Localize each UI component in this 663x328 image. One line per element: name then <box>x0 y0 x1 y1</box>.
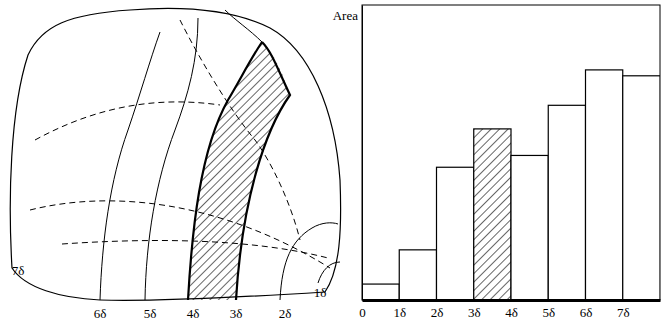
y-axis <box>362 6 363 301</box>
diagram-line <box>10 8 340 300</box>
x-tick-label: 2δ <box>431 305 444 320</box>
diagram-line <box>188 42 262 300</box>
histogram-bar <box>474 129 511 300</box>
histogram-bar <box>511 155 548 300</box>
x-tick-label: 0 <box>359 305 366 320</box>
x-axis: 0 1δ 2δ 3δ 4δ 5δ 6δ 7δ <box>359 300 660 320</box>
x-tick: 1δ <box>393 300 406 320</box>
contour-label: 3δ <box>230 306 243 321</box>
y-axis-title: Area <box>333 8 358 23</box>
hatched-region <box>188 42 290 300</box>
diagram-line <box>318 262 340 283</box>
histogram-bar <box>623 76 660 300</box>
diagram-line <box>225 10 262 42</box>
contour-label: 7δ <box>12 263 25 278</box>
histogram-bar <box>586 70 623 300</box>
diagram-line <box>236 42 290 300</box>
x-tick-label: 3δ <box>468 305 481 320</box>
y-axis-line <box>362 6 363 301</box>
histogram-bar <box>399 250 436 300</box>
contour-label: 1δ <box>314 285 327 300</box>
x-tick-label: 6δ <box>580 305 593 320</box>
x-tick-label: 7δ <box>617 305 630 320</box>
x-tick: 6δ <box>580 300 593 320</box>
histogram-bar <box>548 105 585 300</box>
diagram-line <box>35 102 220 140</box>
x-tick-label: 5δ <box>542 305 555 320</box>
contour-label: 6δ <box>94 306 107 321</box>
diagram-line <box>30 201 330 268</box>
x-tick: 0 <box>359 300 366 320</box>
x-tick: 3δ <box>468 300 481 320</box>
plot-frame <box>362 5 660 300</box>
contour-label: 4δ <box>187 306 200 321</box>
diagram-line <box>280 223 338 300</box>
diagram-line <box>100 32 160 300</box>
contour-label: 5δ <box>144 306 157 321</box>
histogram-bar <box>362 284 399 300</box>
x-tick: 7δ <box>617 300 630 320</box>
x-axis-line <box>363 299 661 302</box>
contour-label: 2δ <box>279 306 292 321</box>
x-tick: 4δ <box>505 300 518 320</box>
x-tick-label: 1δ <box>393 305 406 320</box>
x-tick: 5δ <box>542 300 555 320</box>
x-tick-label: 4δ <box>505 305 518 320</box>
diagram-line <box>62 241 328 258</box>
contour-diagram: 7δ 6δ 5δ 4δ 3δ 2δ 1δ <box>10 8 340 321</box>
diagram-line <box>180 20 300 240</box>
histogram-bar <box>437 167 474 300</box>
x-tick: 2δ <box>431 300 444 320</box>
bars <box>362 70 660 300</box>
